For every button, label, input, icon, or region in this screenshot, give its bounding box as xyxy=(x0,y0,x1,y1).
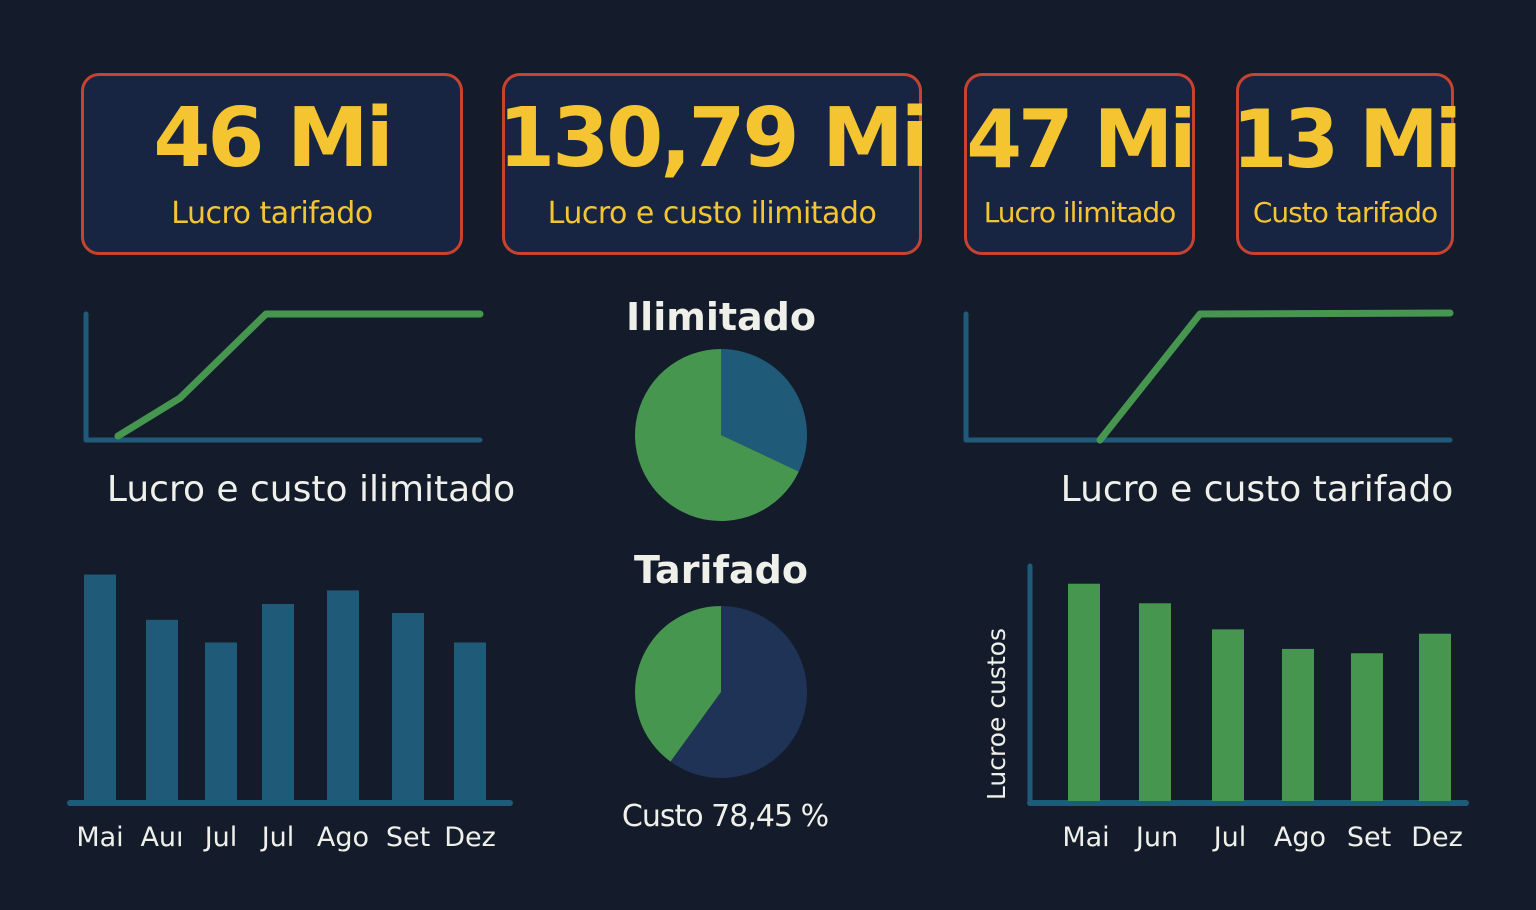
line-series-tarifado xyxy=(1096,309,1454,444)
bar-left-tick-label: Ago xyxy=(317,822,369,853)
pie-ilimitado-slice-a xyxy=(721,349,807,472)
bar-left-2 xyxy=(205,642,237,801)
kpi-card-lucro-ilimitado: 47 Mi Lucro ilimitado xyxy=(964,73,1197,255)
bar-left-tick-label: Auı xyxy=(140,822,183,853)
bar-right-3 xyxy=(1282,648,1314,801)
kpi-label: Lucro ilimitado xyxy=(983,195,1177,229)
kpi-label: Lucro e custo ilimitado xyxy=(547,195,877,231)
bar-left-tick-label: Mai xyxy=(76,822,123,853)
pie-tarifado-slice-b xyxy=(635,606,721,762)
bar-left-4 xyxy=(327,590,359,801)
kpi-value: 46 Mi xyxy=(153,90,393,186)
bar-right-tick-label: Mai xyxy=(1062,822,1109,853)
kpi-label: Custo tarifado xyxy=(1252,195,1438,229)
bar-left-5 xyxy=(392,613,424,801)
bar-right-0 xyxy=(1068,583,1100,801)
bar-left-tick-label: Dez xyxy=(444,822,496,853)
bar-right-tick-label: Jul xyxy=(1212,822,1247,853)
kpi-value: 47 Mi xyxy=(966,92,1196,186)
line-chart-title-tarifado: Lucro e custo tarifado xyxy=(1061,469,1454,510)
bar-left-0 xyxy=(84,574,116,801)
bar-right-tick-label: Dez xyxy=(1411,822,1463,853)
bar-right-2 xyxy=(1212,629,1244,801)
bar-right-4 xyxy=(1351,653,1383,801)
kpi-card-lucro-custo-ilimitado: 130,79 Mi Lucro e custo ilimitado xyxy=(498,73,929,255)
kpi-card-lucro-tarifado: 46 Mi Lucro tarifado xyxy=(81,73,463,255)
kpi-value: 130,79 Mi xyxy=(498,90,929,186)
bar-right-5 xyxy=(1419,633,1451,801)
bar-right-1 xyxy=(1139,603,1171,801)
pie-tarifado-slice-a xyxy=(670,606,808,779)
bar-right-tick-label: Jun xyxy=(1134,822,1178,853)
line-chart-title-ilimitado: Lucro e custo ilimitado xyxy=(107,469,515,510)
pie-title-ilimitado: Ilimitado xyxy=(626,295,816,339)
bar-right-tick-label: Ago xyxy=(1274,822,1326,853)
pie-title-tarifado: Tarifado xyxy=(634,548,808,592)
bar-right-tick-label: Set xyxy=(1347,822,1391,853)
pie-ilimitado-slice-b xyxy=(634,349,799,521)
bar-left-tick-label: Jul xyxy=(260,822,295,853)
bar-left-6 xyxy=(454,642,486,801)
bar-left-tick-label: Jul xyxy=(203,822,238,853)
line-series-ilimitado xyxy=(114,310,484,440)
kpi-label: Lucro tarifado xyxy=(171,195,373,231)
kpi-value: 13 Mi xyxy=(1231,92,1462,186)
bar-left-3 xyxy=(262,603,294,801)
bar-left-tick-label: Set xyxy=(386,822,430,853)
bar-right-y-label: Lucroe custos xyxy=(982,628,1011,800)
bar-left-1 xyxy=(146,619,178,801)
pie-annotation: Custo 78,45 % xyxy=(622,799,828,834)
kpi-card-custo-tarifado: 13 Mi Custo tarifado xyxy=(1232,73,1462,255)
